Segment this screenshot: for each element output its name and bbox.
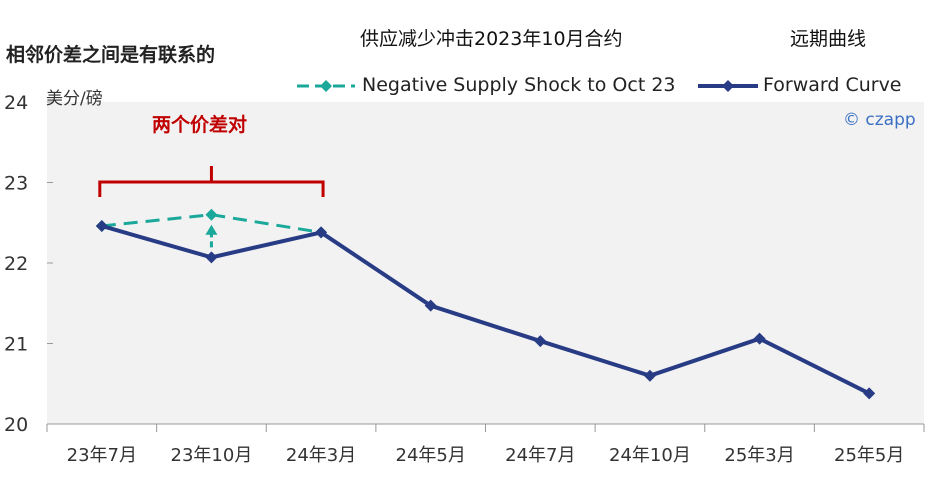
annotation-label: 两个价差对	[152, 114, 248, 136]
x-tick-label: 24年10月	[609, 445, 691, 466]
left-title: 相邻价差之间是有联系的	[6, 44, 216, 66]
annotation-bracket	[98, 166, 325, 197]
legend-marker-negative	[320, 80, 332, 92]
x-tick-label: 23年7月	[67, 445, 137, 466]
y-tick-label: 24	[4, 92, 28, 114]
data-point-forward-curve	[424, 299, 437, 312]
data-point-forward-curve	[643, 369, 656, 382]
x-tick-label: 25年3月	[724, 445, 794, 466]
legend-label-negative: Negative Supply Shock to Oct 23	[362, 74, 676, 96]
data-point-forward-curve	[863, 387, 876, 400]
x-tick-label: 25年5月	[834, 445, 904, 466]
legend-label-forward: Forward Curve	[763, 74, 902, 96]
y-axis-label: 美分/磅	[46, 89, 103, 109]
plot-area	[47, 102, 924, 424]
data-point-forward-curve	[205, 251, 218, 264]
legend-marker-forward	[722, 80, 734, 92]
data-point-forward-curve	[315, 226, 328, 239]
data-point-forward-curve	[95, 219, 108, 232]
y-tick-label: 23	[4, 173, 28, 195]
shock-arrow-head	[205, 224, 218, 235]
series-line-forward-curve	[101, 224, 871, 396]
x-tick-label: 24年3月	[286, 445, 356, 466]
data-point-negative-shock	[205, 208, 218, 221]
y-tick-label: 21	[4, 334, 28, 356]
x-tick-label: 23年10月	[171, 445, 253, 466]
data-point-forward-curve	[534, 335, 547, 348]
chart-title: 供应减少冲击2023年10月合约	[360, 28, 623, 50]
y-tick-label: 22	[4, 253, 28, 275]
watermark-logo: © czapp	[843, 110, 916, 130]
x-tick-label: 24年5月	[396, 445, 466, 466]
data-point-forward-curve	[753, 332, 766, 345]
x-tick-label: 24年7月	[505, 445, 575, 466]
chart-subtitle: 远期曲线	[790, 28, 867, 50]
y-tick-label: 20	[4, 414, 28, 436]
